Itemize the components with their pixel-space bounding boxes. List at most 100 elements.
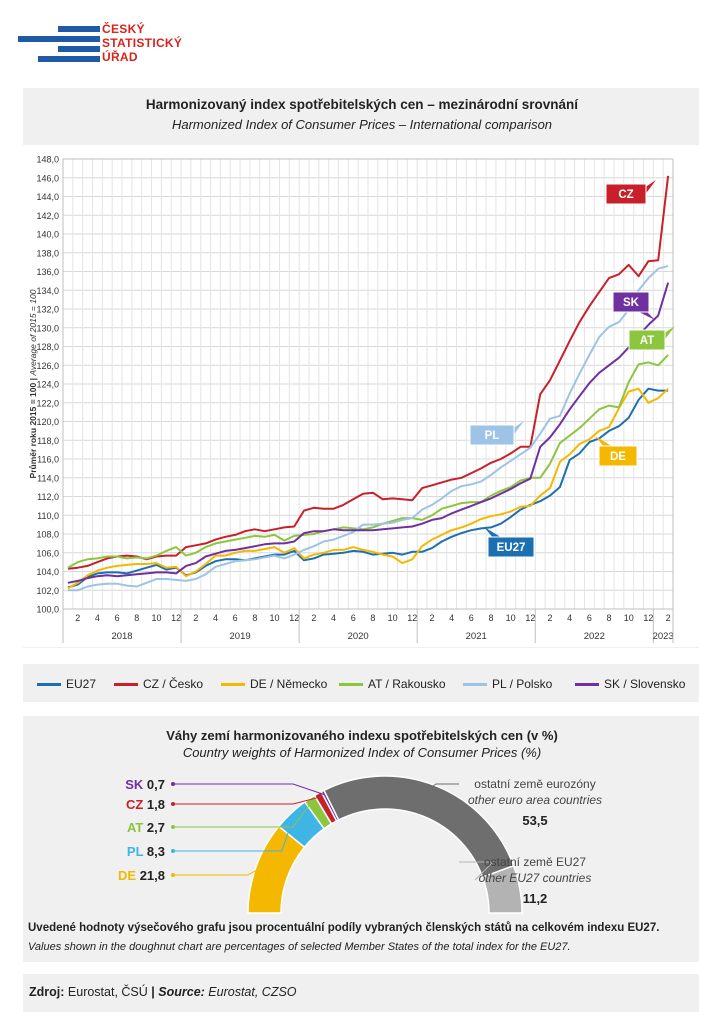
y-tick-label: 130,0 (36, 323, 59, 333)
series-line-sk (67, 282, 670, 584)
y-tick-label: 144,0 (36, 192, 59, 202)
y-tick-label: 140,0 (36, 230, 59, 240)
legend-item-at: AT / Rakousko (339, 677, 446, 691)
source-bar: Zdroj: Eurostat, ČSÚ | Source: Eurostat,… (23, 974, 699, 1012)
x-tick-label: 6 (351, 613, 356, 623)
x-tick-label: 6 (587, 613, 592, 623)
x-tick-label: 2 (429, 613, 434, 623)
callout-box (487, 536, 535, 558)
callout-tail (484, 527, 504, 539)
y-tick-label: 142,0 (36, 211, 59, 221)
y-tick-label: 102,0 (36, 586, 59, 596)
doughnut-title-en: Country weights of Harmonized Index of C… (182, 745, 542, 760)
callout-label: CZ (618, 189, 633, 201)
legend-item-de: DE / Německo (221, 677, 327, 691)
series-line-pl (67, 264, 669, 592)
legend-item-pl: PL / Polsko (463, 677, 552, 691)
source-text-cs: Eurostat, ČSÚ (67, 985, 148, 999)
x-tick-label: 8 (607, 613, 612, 623)
y-tick-label: 106,0 (36, 548, 59, 558)
y-axis-title: Průměr roku 2015 = 100 | Average of 2015… (28, 289, 38, 478)
legend-item-sk: SK / Slovensko (575, 677, 685, 691)
legend-label: PL / Polsko (492, 677, 553, 691)
chart-legend: EU27 CZ / Česko DE / Německo AT / Rakousko P… (23, 664, 699, 702)
y-tick-label: 114,0 (37, 473, 59, 483)
legend-label: EU27 (66, 677, 97, 691)
x-tick-label: 2 (75, 613, 80, 623)
note-cs: Uvedené hodnoty výsečového grafu jsou pr… (28, 922, 660, 934)
x-tick-label: 8 (488, 613, 493, 623)
x-year-label: 2022 (584, 631, 605, 642)
line-chart-panel (23, 88, 699, 648)
legend-item-cz: CZ / Česko (114, 677, 203, 691)
legend-swatch (339, 683, 363, 687)
x-tick-label: 2 (193, 613, 198, 623)
x-tick-label: 2 (666, 613, 671, 623)
callout-sk: SK (612, 291, 655, 320)
callout-cz: CZ (605, 180, 656, 205)
callout-label: SK (623, 297, 640, 309)
slice-label-AT: AT 2,7 (127, 820, 165, 835)
y-tick-label: 126,0 (36, 361, 59, 371)
legend-swatch (575, 683, 599, 687)
chart-title-en: Harmonized Index of Consumer Prices – In… (171, 117, 553, 132)
y-tick-label: 116,0 (37, 455, 59, 465)
callout-label: DE (610, 451, 626, 463)
x-tick-label: 6 (469, 613, 474, 623)
note-en: Values shown in the doughnut chart are p… (28, 941, 571, 953)
y-tick-label: 148,0 (36, 155, 59, 165)
y-tick-label: 104,0 (36, 567, 59, 577)
y-tick-label: 118,0 (37, 436, 59, 446)
slice-value: 11,2 (523, 891, 548, 906)
x-year-label: 2019 (230, 631, 251, 642)
callout-box (612, 291, 650, 313)
x-tick-label: 8 (252, 613, 257, 623)
x-tick-label: 4 (95, 613, 100, 623)
x-tick-label: 2 (311, 613, 316, 623)
legend-swatch (37, 683, 61, 687)
doughnut-slice-ostatní-země-EU27 (481, 864, 523, 914)
slice-label-en: other euro area countries (468, 793, 602, 807)
source-label-en: Source: (158, 985, 205, 999)
callout-tail (595, 436, 615, 448)
x-tick-label: 10 (388, 613, 398, 623)
callout-box (605, 183, 647, 205)
legend-label: DE / Německo (250, 677, 328, 691)
callout-label: EU27 (497, 542, 526, 554)
x-tick-label: 4 (331, 613, 336, 623)
slice-label-cs: ostatní země EU27 (484, 855, 586, 869)
leader-dot-PL (171, 849, 175, 853)
x-tick-label: 12 (289, 613, 299, 623)
x-tick-label: 12 (525, 613, 535, 623)
x-tick-label: 12 (171, 613, 181, 623)
callout-de: DE (595, 436, 638, 467)
slice-label-en: other EU27 countries (479, 871, 592, 885)
slice-label-SK: SK 0,7 (125, 777, 165, 792)
source-sep: | (151, 985, 155, 999)
callout-at: AT (628, 326, 675, 351)
x-tick-label: 10 (624, 613, 634, 623)
series-line-at (67, 354, 669, 569)
leader-line-PL (173, 816, 295, 852)
callout-box (628, 329, 666, 351)
callout-tail (512, 421, 524, 437)
callout-tail (663, 326, 675, 342)
slice-label-cs: ostatní země eurozóny (474, 777, 595, 791)
callout-label: AT (640, 335, 654, 347)
x-tick-label: 8 (134, 613, 139, 623)
slice-label-CZ: CZ 1,8 (126, 797, 165, 812)
leader-dot-SK (171, 782, 175, 786)
y-tick-label: 132,0 (36, 305, 59, 315)
leader-line-DE (173, 867, 260, 876)
legend-item-eu: EU27 (37, 677, 96, 691)
x-tick-label: 4 (567, 613, 572, 623)
doughnut-title-cs: Váhy zemí harmonizovaného indexu spotřeb… (166, 728, 558, 743)
doughnut-panel (23, 716, 699, 962)
y-tick-label: 112,0 (37, 492, 59, 502)
chart-title-cs: Harmonizovaný index spotřebitelských cen… (145, 97, 579, 112)
x-tick-label: 10 (270, 613, 280, 623)
leader-line-CZ (173, 796, 320, 805)
series-line-eu (67, 387, 669, 589)
x-tick-label: 6 (233, 613, 238, 623)
x-tick-label: 8 (370, 613, 375, 623)
